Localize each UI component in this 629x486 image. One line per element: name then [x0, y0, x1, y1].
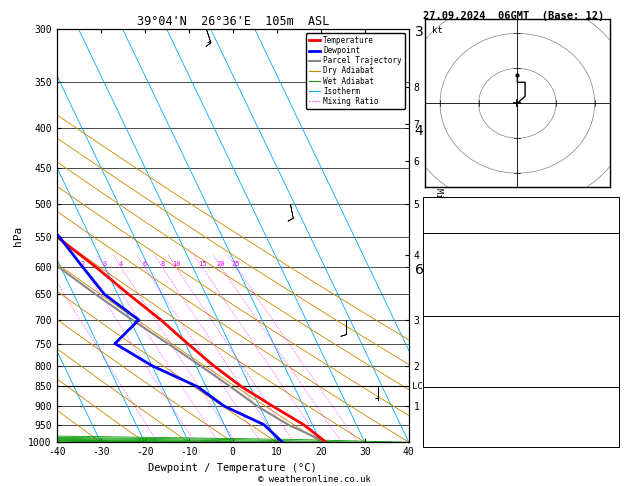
- Text: Dewp (°C): Dewp (°C): [427, 258, 474, 267]
- Text: 15: 15: [198, 261, 206, 267]
- Text: CIN (J): CIN (J): [427, 377, 464, 386]
- Text: θᴱ (K): θᴱ (K): [427, 341, 459, 350]
- Text: 318: 318: [599, 270, 615, 279]
- Text: 1.58: 1.58: [594, 222, 615, 231]
- Text: 11.3: 11.3: [594, 258, 615, 267]
- Text: StmDir: StmDir: [427, 424, 459, 434]
- Text: Totals Totals: Totals Totals: [427, 210, 496, 219]
- Text: 9: 9: [610, 436, 615, 446]
- Text: 2: 2: [610, 400, 615, 410]
- Text: 4: 4: [119, 261, 123, 267]
- Text: Lifted Index: Lifted Index: [427, 353, 490, 362]
- Text: Temp (°C): Temp (°C): [427, 246, 474, 255]
- Text: 21.2: 21.2: [594, 246, 615, 255]
- Text: 20: 20: [217, 261, 225, 267]
- Text: 0: 0: [610, 294, 615, 303]
- Text: Pressure (mb): Pressure (mb): [427, 329, 496, 338]
- Text: 10: 10: [172, 261, 181, 267]
- Text: Mixing Ratio (g/kg): Mixing Ratio (g/kg): [434, 188, 443, 283]
- Text: 319: 319: [599, 341, 615, 350]
- Text: 0: 0: [610, 377, 615, 386]
- Legend: Temperature, Dewpoint, Parcel Trajectory, Dry Adiabat, Wet Adiabat, Isotherm, Mi: Temperature, Dewpoint, Parcel Trajectory…: [306, 33, 405, 109]
- Text: CIN (J): CIN (J): [427, 305, 464, 314]
- Text: 2: 2: [81, 261, 85, 267]
- Text: θᴱ(K): θᴱ(K): [427, 270, 454, 279]
- Y-axis label: km
ASL: km ASL: [475, 225, 493, 246]
- Text: EH: EH: [427, 400, 438, 410]
- Text: 37°: 37°: [599, 424, 615, 434]
- Text: 27.09.2024  06GMT  (Base: 12): 27.09.2024 06GMT (Base: 12): [423, 11, 604, 21]
- Text: Lifted Index: Lifted Index: [427, 281, 490, 291]
- Text: 11: 11: [604, 281, 615, 291]
- Y-axis label: hPa: hPa: [13, 226, 23, 246]
- Text: LCL: LCL: [413, 382, 428, 391]
- Text: 0: 0: [610, 365, 615, 374]
- Text: kt: kt: [432, 26, 443, 35]
- Text: © weatheronline.co.uk: © weatheronline.co.uk: [258, 474, 371, 484]
- Text: PW (cm): PW (cm): [427, 222, 464, 231]
- Text: 11: 11: [604, 353, 615, 362]
- Text: Most Unstable: Most Unstable: [487, 317, 555, 327]
- Text: CAPE (J): CAPE (J): [427, 294, 469, 303]
- Text: 850: 850: [599, 329, 615, 338]
- Text: SREH: SREH: [427, 413, 448, 422]
- Text: StmSpd (kt): StmSpd (kt): [427, 436, 485, 446]
- Title: 39°04'N  26°36'E  105m  ASL: 39°04'N 26°36'E 105m ASL: [136, 15, 329, 28]
- Text: 8: 8: [160, 261, 164, 267]
- Text: CAPE (J): CAPE (J): [427, 365, 469, 374]
- Text: -1: -1: [604, 198, 615, 208]
- Text: 3: 3: [103, 261, 107, 267]
- Text: Hodograph: Hodograph: [497, 389, 545, 398]
- Text: 25: 25: [232, 261, 240, 267]
- Text: 0: 0: [610, 305, 615, 314]
- X-axis label: Dewpoint / Temperature (°C): Dewpoint / Temperature (°C): [148, 463, 317, 473]
- Text: -3: -3: [604, 413, 615, 422]
- Text: Surface: Surface: [503, 234, 539, 243]
- Text: 31: 31: [604, 210, 615, 219]
- Text: 6: 6: [143, 261, 147, 267]
- Text: K: K: [427, 198, 432, 208]
